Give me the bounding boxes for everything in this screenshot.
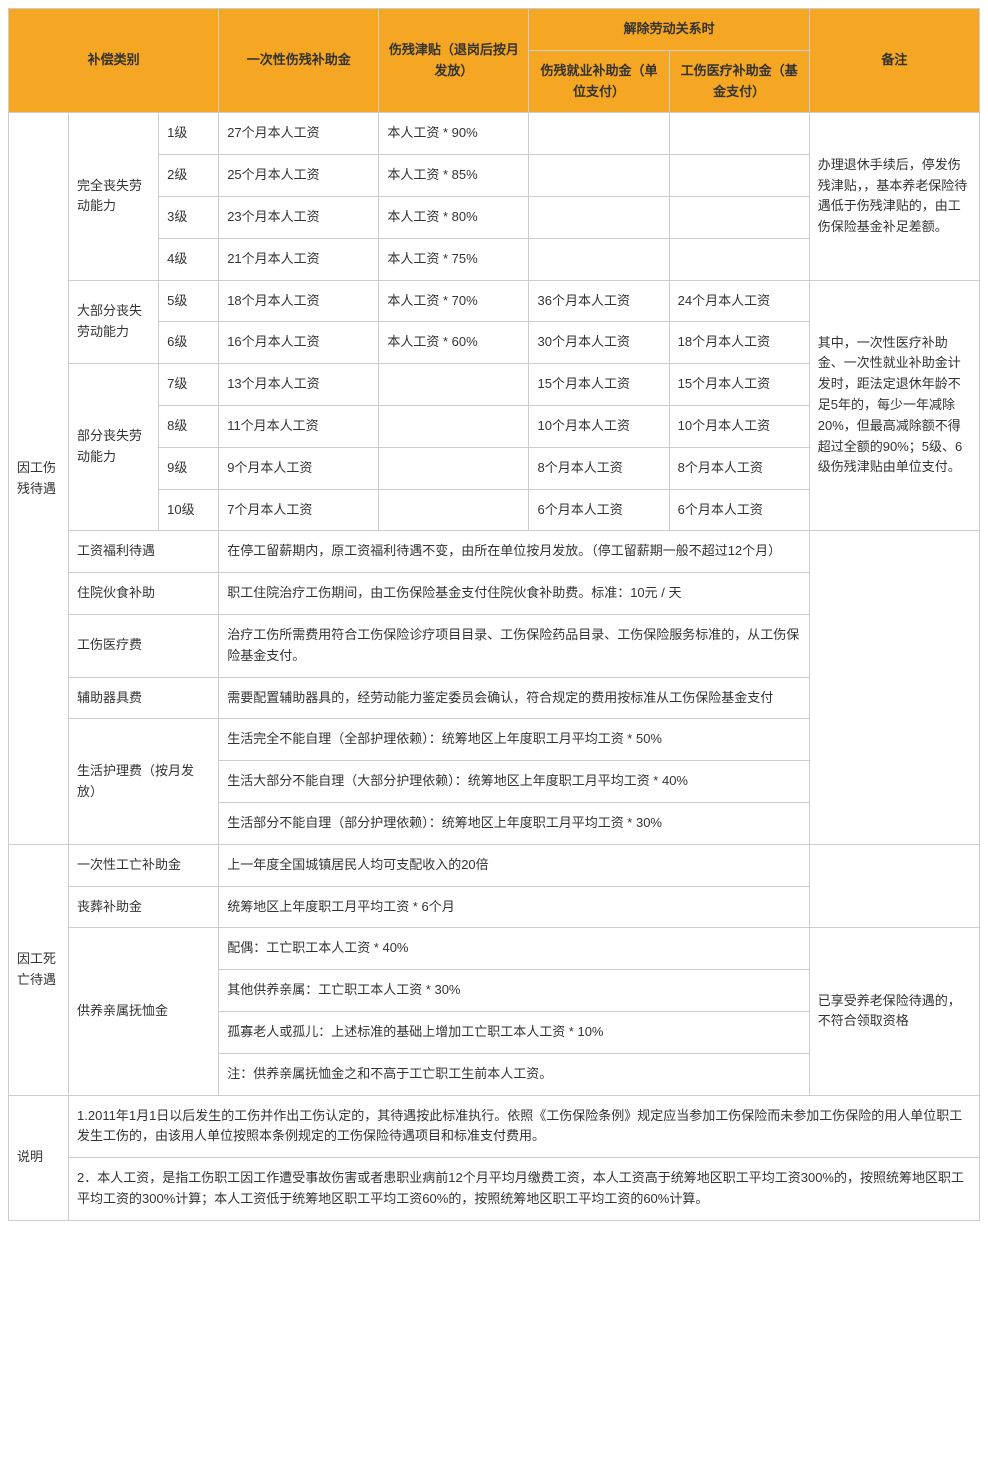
cell-emp	[529, 155, 669, 197]
extra-text: 职工住院治疗工伤期间，由工伤保险基金支付住院伙食补助费。标准：10元 / 天	[219, 573, 810, 615]
cell-lvl: 9级	[159, 447, 219, 489]
remark-full: 办理退休手续后，停发伤残津贴，，基本养老保险待遇低于伤残津贴的，由工伤保险基金补…	[809, 113, 979, 280]
cell-one: 21个月本人工资	[219, 238, 379, 280]
cell-lvl: 7级	[159, 364, 219, 406]
maincat-death: 因工死亡待遇	[9, 844, 69, 1095]
cell-allow: 本人工资 * 90%	[379, 113, 529, 155]
cell-lvl: 4级	[159, 238, 219, 280]
extra-label: 住院伙食补助	[69, 573, 219, 615]
cell-one: 16个月本人工资	[219, 322, 379, 364]
maincat-injury: 因工伤残待遇	[9, 113, 69, 844]
hdr-onetime: 一次性伤残补助金	[219, 9, 379, 113]
cell-allow: 本人工资 * 80%	[379, 196, 529, 238]
cell-one: 18个月本人工资	[219, 280, 379, 322]
cell-allow: 本人工资 * 60%	[379, 322, 529, 364]
dep-text: 注：供养亲属抚恤金之和不高于工亡职工生前本人工资。	[219, 1053, 810, 1095]
cell-lvl: 3级	[159, 196, 219, 238]
death-label: 丧葬补助金	[69, 886, 219, 928]
care-text: 生活完全不能自理（全部护理依赖）：统筹地区上年度职工月平均工资 * 50%	[219, 719, 810, 761]
dep-label: 供养亲属抚恤金	[69, 928, 219, 1095]
row-note-1: 说明 1.2011年1月1日以后发生的工伤并作出工伤认定的，其待遇按此标准执行。…	[9, 1095, 980, 1158]
remark-empty	[809, 531, 979, 844]
row-wage-benefit: 工资福利待遇 在停工留薪期内，原工资福利待遇不变，由所在单位按月发放。（停工留薪…	[9, 531, 980, 573]
cell-emp: 30个月本人工资	[529, 322, 669, 364]
hdr-category: 补偿类别	[9, 9, 219, 113]
cell-lvl: 5级	[159, 280, 219, 322]
cell-allow	[379, 364, 529, 406]
cell-fund	[669, 155, 809, 197]
cell-one: 23个月本人工资	[219, 196, 379, 238]
remark-empty2	[809, 844, 979, 928]
cell-lvl: 2级	[159, 155, 219, 197]
cell-allow: 本人工资 * 70%	[379, 280, 529, 322]
cell-fund: 6个月本人工资	[669, 489, 809, 531]
extra-text: 在停工留薪期内，原工资福利待遇不变，由所在单位按月发放。（停工留薪期一般不超过1…	[219, 531, 810, 573]
cell-emp: 15个月本人工资	[529, 364, 669, 406]
cell-one: 13个月本人工资	[219, 364, 379, 406]
cell-one: 7个月本人工资	[219, 489, 379, 531]
hdr-terminate: 解除劳动关系时	[529, 9, 809, 51]
cell-emp	[529, 113, 669, 155]
care-text: 生活部分不能自理（部分护理依赖）：统筹地区上年度职工月平均工资 * 30%	[219, 802, 810, 844]
death-text: 上一年度全国城镇居民人均可支配收入的20倍	[219, 844, 810, 886]
cell-lvl: 6级	[159, 322, 219, 364]
cell-emp	[529, 238, 669, 280]
cell-fund: 10个月本人工资	[669, 405, 809, 447]
row-dep-1: 供养亲属抚恤金 配偶：工亡职工本人工资 * 40% 已享受养老保险待遇的，不符合…	[9, 928, 980, 970]
cell-emp: 6个月本人工资	[529, 489, 669, 531]
extra-text: 需要配置辅助器具的，经劳动能力鉴定委员会确认，符合规定的费用按标准从工伤保险基金…	[219, 677, 810, 719]
cell-lvl: 1级	[159, 113, 219, 155]
cell-fund	[669, 113, 809, 155]
row-lvl1: 因工伤残待遇 完全丧失劳动能力 1级 27个月本人工资 本人工资 * 90% 办…	[9, 113, 980, 155]
extra-label: 辅助器具费	[69, 677, 219, 719]
care-text: 生活大部分不能自理（大部分护理依赖）：统筹地区上年度职工月平均工资 * 40%	[219, 761, 810, 803]
note-text: 2．本人工资，是指工伤职工因工作遭受事故伤害或者患职业病前12个月平均月缴费工资…	[69, 1158, 980, 1221]
row-death-onetime: 因工死亡待遇 一次性工亡补助金 上一年度全国城镇居民人均可支配收入的20倍	[9, 844, 980, 886]
cell-lvl: 10级	[159, 489, 219, 531]
cell-emp: 36个月本人工资	[529, 280, 669, 322]
cell-fund: 24个月本人工资	[669, 280, 809, 322]
cell-emp: 10个月本人工资	[529, 405, 669, 447]
cell-emp	[529, 196, 669, 238]
cell-lvl: 8级	[159, 405, 219, 447]
cell-one: 9个月本人工资	[219, 447, 379, 489]
cell-fund	[669, 196, 809, 238]
subcat-most: 大部分丧失劳动能力	[69, 280, 159, 364]
death-text: 统筹地区上年度职工月平均工资 * 6个月	[219, 886, 810, 928]
cell-fund: 8个月本人工资	[669, 447, 809, 489]
cell-allow	[379, 489, 529, 531]
subcat-partial: 部分丧失劳动能力	[69, 364, 159, 531]
hdr-allowance: 伤残津贴（退岗后按月发放）	[379, 9, 529, 113]
cell-fund: 15个月本人工资	[669, 364, 809, 406]
row-lvl5: 大部分丧失劳动能力 5级 18个月本人工资 本人工资 * 70% 36个月本人工…	[9, 280, 980, 322]
subcat-full: 完全丧失劳动能力	[69, 113, 159, 280]
cell-one: 27个月本人工资	[219, 113, 379, 155]
note-text: 1.2011年1月1日以后发生的工伤并作出工伤认定的，其待遇按此标准执行。依照《…	[69, 1095, 980, 1158]
death-label: 一次性工亡补助金	[69, 844, 219, 886]
cell-one: 11个月本人工资	[219, 405, 379, 447]
dep-text: 配偶：工亡职工本人工资 * 40%	[219, 928, 810, 970]
compensation-table: 补偿类别 一次性伤残补助金 伤残津贴（退岗后按月发放） 解除劳动关系时 备注 伤…	[8, 8, 980, 1221]
hdr-fund-paid: 工伤医疗补助金（基金支付）	[669, 50, 809, 113]
remark-partial: 其中，一次性医疗补助金、一次性就业补助金计发时，距法定退休年龄不足5年的，每少一…	[809, 280, 979, 531]
cell-fund	[669, 238, 809, 280]
care-label: 生活护理费（按月发放）	[69, 719, 219, 844]
row-note-2: 2．本人工资，是指工伤职工因工作遭受事故伤害或者患职业病前12个月平均月缴费工资…	[9, 1158, 980, 1221]
cell-allow	[379, 405, 529, 447]
cell-one: 25个月本人工资	[219, 155, 379, 197]
dep-text: 其他供养亲属：工亡职工本人工资 * 30%	[219, 970, 810, 1012]
extra-label: 工伤医疗费	[69, 614, 219, 677]
cell-fund: 18个月本人工资	[669, 322, 809, 364]
cell-allow: 本人工资 * 85%	[379, 155, 529, 197]
extra-text: 治疗工伤所需费用符合工伤保险诊疗项目目录、工伤保险药品目录、工伤保险服务标准的，…	[219, 614, 810, 677]
dep-text: 孤寡老人或孤儿：上述标准的基础上增加工亡职工本人工资 * 10%	[219, 1011, 810, 1053]
notes-label: 说明	[9, 1095, 69, 1220]
remark-dep: 已享受养老保险待遇的，不符合领取资格	[809, 928, 979, 1095]
cell-allow: 本人工资 * 75%	[379, 238, 529, 280]
hdr-emp-paid: 伤残就业补助金（单位支付）	[529, 50, 669, 113]
hdr-remark: 备注	[809, 9, 979, 113]
extra-label: 工资福利待遇	[69, 531, 219, 573]
cell-emp: 8个月本人工资	[529, 447, 669, 489]
cell-allow	[379, 447, 529, 489]
